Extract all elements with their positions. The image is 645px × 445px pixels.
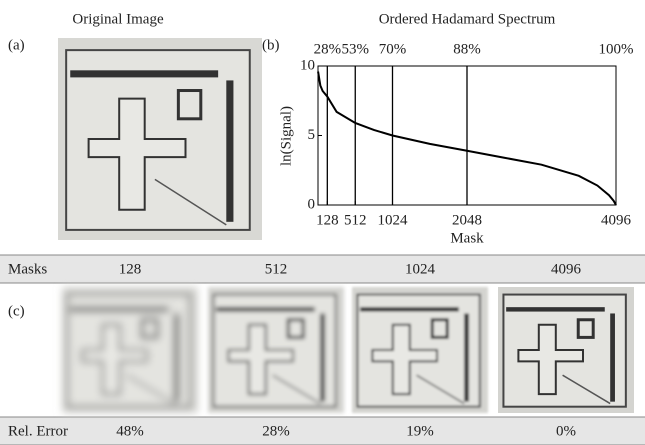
percent-annotation: 53% [342, 41, 370, 57]
comb-top [70, 307, 169, 311]
x-tick-label: 4096 [601, 212, 632, 228]
image-title: Original Image [72, 11, 164, 27]
row-value: 19% [406, 423, 434, 439]
comb-right [320, 313, 325, 401]
comb-right [174, 313, 179, 401]
page: {"panel_labels": ["(a)", "(b)", "(c)"], … [0, 0, 645, 445]
percent-annotation: 28% [314, 41, 342, 57]
comb-top [506, 307, 605, 311]
comb-top [216, 307, 315, 311]
panel-label: (b) [262, 37, 280, 53]
chip-image [58, 38, 262, 240]
row-value: 512 [265, 261, 288, 277]
comb-right [610, 313, 615, 401]
row-value: 4096 [551, 261, 582, 277]
comb-top [360, 307, 459, 311]
row-value: 0% [556, 423, 576, 439]
chip-image [352, 287, 488, 413]
y-axis-label: ln(Signal) [278, 106, 294, 166]
percent-annotation: 88% [453, 41, 481, 57]
row-label: Rel. Error [8, 423, 68, 439]
percent-annotation: 100% [599, 41, 634, 57]
comb-right [464, 313, 469, 401]
strip-bg [0, 255, 645, 283]
comb-right [226, 80, 233, 221]
x-tick-label: 2048 [452, 212, 482, 228]
chip-image [498, 287, 634, 413]
row-label: Masks [8, 261, 47, 277]
percent-annotation: 70% [379, 41, 407, 57]
row-value: 48% [116, 423, 144, 439]
row-value: 28% [262, 423, 290, 439]
row-value: 1024 [405, 261, 436, 277]
strip-bg [0, 417, 645, 445]
chip-image [208, 287, 344, 413]
panel-label: (c) [8, 303, 25, 319]
x-tick-label: 1024 [378, 212, 409, 228]
x-axis-label: Mask [450, 230, 484, 246]
comb-top [70, 70, 218, 77]
chip-image [62, 287, 198, 413]
y-tick-label: 10 [300, 57, 315, 73]
y-tick-label: 5 [308, 127, 316, 143]
y-tick-label: 0 [308, 196, 316, 212]
row-value: 128 [119, 261, 142, 277]
figure: (a) (b) (c) Original Image Ordered Hadamard … [0, 0, 645, 445]
chart-title: Ordered Hadamard Spectrum [379, 11, 556, 27]
x-tick-label: 512 [344, 212, 367, 228]
x-tick-label: 128 [316, 212, 339, 228]
panel-label: (a) [8, 37, 25, 53]
